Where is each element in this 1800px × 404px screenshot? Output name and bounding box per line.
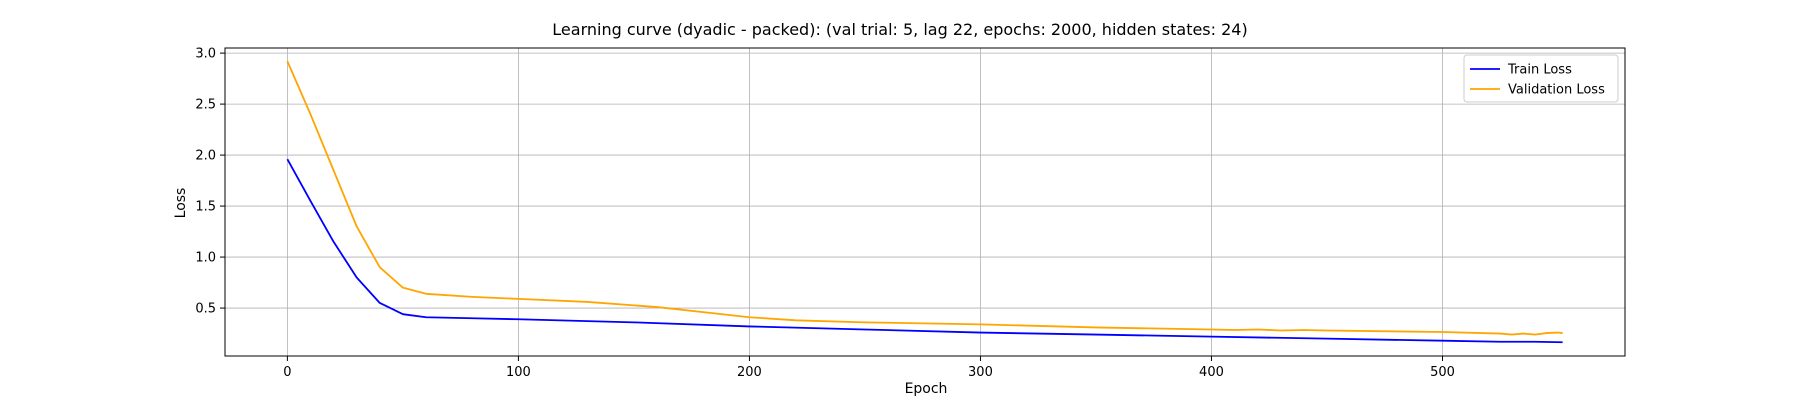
x-tick-label: 400: [1199, 365, 1224, 380]
x-axis-label: Epoch: [905, 381, 948, 397]
y-tick-label: 3.0: [195, 47, 216, 62]
y-axis-label: Loss: [173, 188, 189, 219]
y-tick-label: 1.0: [195, 251, 216, 266]
y-tick-label: 1.5: [195, 200, 216, 215]
plot-area-frame: [224, 47, 1626, 357]
x-tick-label: 300: [968, 365, 993, 380]
grid: [225, 48, 1625, 356]
x-tick-label: 0: [283, 365, 291, 380]
legend-label-validation-loss: Validation Loss: [1508, 83, 1605, 98]
y-tick-label: 2.5: [195, 98, 216, 113]
chart-title: Learning curve (dyadic - packed): (val t…: [552, 20, 1247, 39]
axis-ticks: 0 100 200 300 400 500 0.5 1.0 1.5 2.0 2.5 3.0: [195, 47, 1455, 380]
x-tick-label: 500: [1430, 365, 1455, 380]
legend-label-train-loss: Train Loss: [1507, 63, 1572, 78]
legend: Train Loss Validation Loss: [1463, 54, 1619, 103]
x-tick-label: 100: [506, 365, 531, 380]
series-line-validation-loss: [286, 60, 1563, 336]
y-tick-label: 0.5: [195, 302, 216, 317]
series-line-train-loss: [286, 158, 1563, 344]
y-tick-label: 2.0: [195, 149, 216, 164]
legend-box: [1463, 54, 1619, 103]
series-lines: [286, 60, 1563, 344]
x-tick-label: 200: [737, 365, 762, 380]
